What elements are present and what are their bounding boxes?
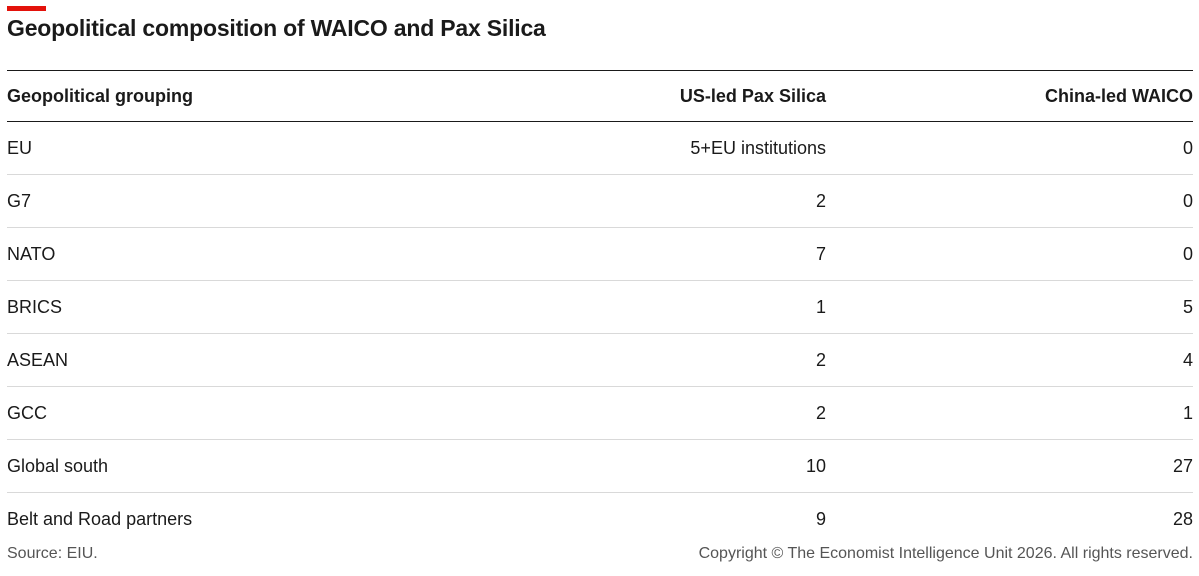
table-row: NATO 7 0 bbox=[7, 228, 1193, 281]
table-row: BRICS 1 5 bbox=[7, 281, 1193, 334]
grouping-cell: Global south bbox=[7, 455, 109, 476]
table-row: EU 5+EU institutions 0 bbox=[7, 122, 1193, 175]
table-row: ASEAN 2 4 bbox=[7, 334, 1193, 387]
column-header-waico: China-led WAICO bbox=[1045, 85, 1193, 106]
table-row: G7 2 0 bbox=[7, 175, 1193, 228]
pax-silica-cell: 2 bbox=[815, 190, 826, 211]
table-header-row: Geopolitical grouping US-led Pax Silica … bbox=[7, 71, 1193, 122]
table-body: EU 5+EU institutions 0 G7 2 0 NATO 7 0 BRICS 1 5 ASE… bbox=[7, 122, 1193, 545]
grouping-cell: NATO bbox=[7, 243, 56, 264]
data-table: Geopolitical grouping US-led Pax Silica … bbox=[7, 70, 1193, 545]
grouping-cell: BRICS bbox=[7, 296, 63, 317]
pax-silica-cell: 7 bbox=[815, 243, 826, 264]
column-header-pax-silica: US-led Pax Silica bbox=[679, 85, 826, 106]
column-header-grouping: Geopolitical grouping bbox=[7, 85, 193, 106]
waico-cell: 27 bbox=[1172, 455, 1193, 476]
waico-cell: 1 bbox=[1182, 402, 1193, 423]
pax-silica-cell: 5+EU institutions bbox=[690, 137, 826, 158]
waico-cell: 0 bbox=[1182, 243, 1193, 264]
table-row: Belt and Road partners 9 28 bbox=[7, 493, 1193, 545]
chart-title: Geopolitical composition of WAICO and Pa… bbox=[7, 15, 546, 41]
grouping-cell: EU bbox=[7, 137, 33, 158]
pax-silica-cell: 2 bbox=[815, 349, 826, 370]
waico-cell: 0 bbox=[1182, 190, 1193, 211]
pax-silica-cell: 2 bbox=[815, 402, 826, 423]
pax-silica-cell: 10 bbox=[805, 455, 826, 476]
waico-cell: 4 bbox=[1182, 349, 1193, 370]
copyright-note: Copyright © The Economist Intelligence U… bbox=[698, 545, 1193, 562]
grouping-cell: GCC bbox=[7, 402, 47, 423]
table-row: Global south 10 27 bbox=[7, 440, 1193, 493]
grouping-cell: Belt and Road partners bbox=[7, 508, 193, 529]
grouping-cell: ASEAN bbox=[7, 349, 69, 370]
source-note: Source: EIU. bbox=[7, 545, 98, 562]
brand-accent-bar bbox=[7, 6, 46, 11]
waico-cell: 5 bbox=[1182, 296, 1193, 317]
pax-silica-cell: 9 bbox=[815, 508, 826, 529]
waico-cell: 0 bbox=[1182, 137, 1193, 158]
waico-cell: 28 bbox=[1172, 508, 1193, 529]
table-row: GCC 2 1 bbox=[7, 387, 1193, 440]
grouping-cell: G7 bbox=[7, 190, 32, 211]
pax-silica-cell: 1 bbox=[815, 296, 826, 317]
